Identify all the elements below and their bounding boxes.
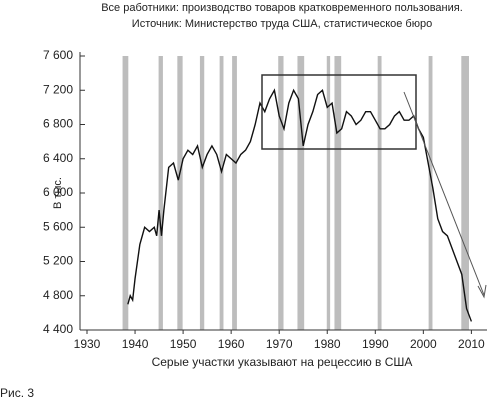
y-tick-label: 6 000 <box>43 185 73 199</box>
y-tick-label: 5 200 <box>43 254 73 268</box>
x-tick-label: 1930 <box>74 337 101 351</box>
recession-band <box>199 56 205 330</box>
x-tick-label: 1940 <box>122 337 149 351</box>
recession-band <box>428 56 433 330</box>
figure-label: Рис. 3 <box>0 386 34 400</box>
recession-band <box>334 56 342 330</box>
chart-title: Все работники: производство товаров крат… <box>101 2 463 14</box>
x-tick-label: 1960 <box>218 337 245 351</box>
y-tick-label: 7 200 <box>43 82 73 96</box>
recession-band <box>278 56 284 330</box>
arrow-head <box>477 284 487 299</box>
trend-arrow <box>403 91 485 296</box>
recession-band <box>232 56 237 330</box>
recession-band <box>177 56 183 330</box>
x-tick-label: 1990 <box>362 337 389 351</box>
y-tick-label: 6 800 <box>43 117 73 131</box>
recession-band <box>461 56 469 330</box>
recession-band <box>377 56 382 330</box>
y-tick-label: 4 800 <box>43 288 73 302</box>
recession-band <box>122 56 129 330</box>
chart-subtitle: Источник: Министерство труда США, статис… <box>132 18 432 30</box>
y-tick-label: 6 400 <box>43 151 73 165</box>
x-axis-label: Серые участки указывают на рецессию в СШ… <box>152 355 413 369</box>
recession-band <box>158 56 163 330</box>
x-tick-label: 1970 <box>266 337 293 351</box>
y-axis-label: В тыс. <box>52 177 64 209</box>
y-tick-label: 7 600 <box>43 48 73 62</box>
highlight-box <box>261 74 417 150</box>
data-line <box>127 88 473 322</box>
x-tick-label: 1980 <box>314 337 341 351</box>
recession-band <box>297 56 305 330</box>
recession-bands <box>122 56 469 330</box>
x-tick-label: 2010 <box>458 337 485 351</box>
recession-band <box>326 56 331 330</box>
recession-band <box>219 56 224 330</box>
plot: 4 400 4 800 5 200 5 600 6 000 6 400 6 800 7 200… <box>43 48 487 351</box>
y-tick-label: 5 600 <box>43 219 73 233</box>
x-tick-label: 1950 <box>170 337 197 351</box>
x-tick-label: 2000 <box>410 337 437 351</box>
y-tick-label: 4 400 <box>43 322 73 336</box>
